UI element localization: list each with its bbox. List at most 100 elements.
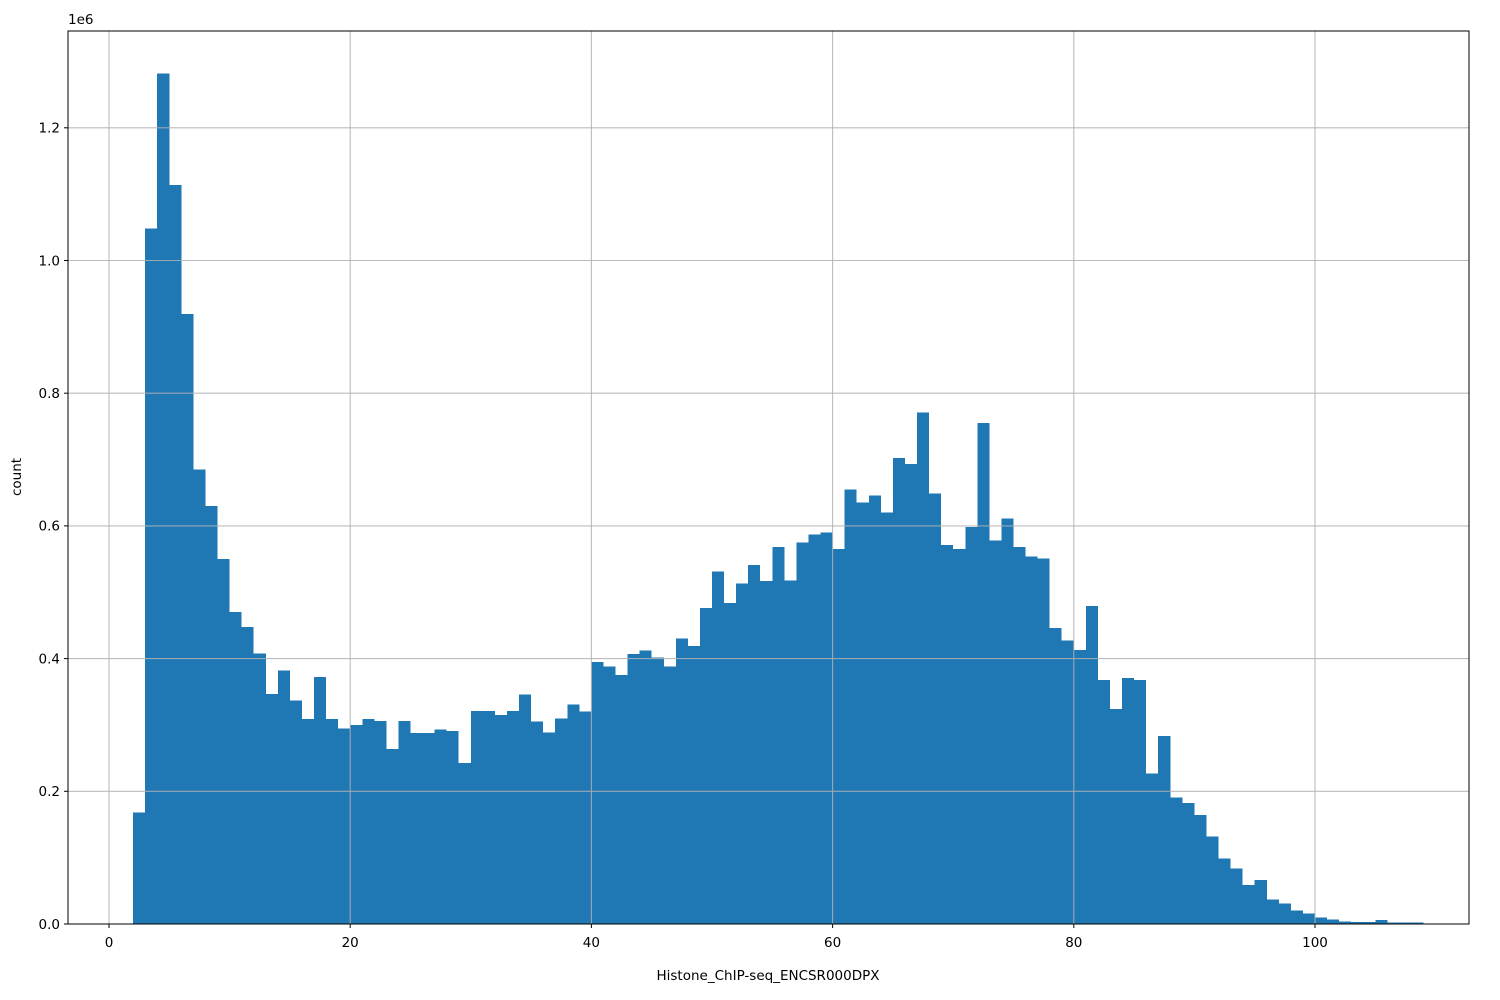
y-tick-label: 0.2 (39, 784, 60, 800)
histogram-bar (1037, 558, 1050, 924)
histogram-bars (133, 73, 1424, 925)
histogram-bar (1375, 920, 1388, 924)
histogram-bar (374, 720, 387, 924)
histogram-bar (1097, 679, 1110, 924)
histogram-bar (1194, 815, 1207, 924)
histogram-bar (1266, 899, 1279, 924)
histogram-bar (953, 549, 966, 924)
histogram-bar (760, 580, 773, 924)
histogram-bar (241, 626, 254, 924)
histogram-bar (1049, 628, 1062, 924)
histogram-bar (627, 653, 640, 924)
histogram-bar (1302, 913, 1315, 924)
histogram-bar (844, 489, 857, 924)
histogram-bar (699, 608, 712, 924)
axis-ticks (64, 127, 1316, 928)
histogram-bar (434, 729, 447, 924)
histogram-bar (555, 718, 568, 924)
histogram-bar (277, 670, 290, 924)
histogram-bar (1230, 868, 1243, 924)
histogram-bar (338, 728, 351, 924)
histogram-bar (772, 547, 785, 924)
histogram-bar (1387, 922, 1400, 924)
histogram-bar (1351, 922, 1364, 924)
histogram-bar (1411, 922, 1424, 924)
histogram-bar (1206, 836, 1219, 924)
histogram-bar (446, 730, 459, 924)
histogram-bar (1399, 922, 1412, 924)
histogram-bar (1363, 922, 1376, 924)
histogram-bar (289, 700, 302, 924)
histogram-bar (736, 583, 749, 924)
histogram-bar (1109, 709, 1123, 924)
y-tick-label: 0.8 (39, 386, 60, 402)
histogram-bar (1278, 903, 1291, 924)
histogram-bar (1061, 640, 1074, 924)
histogram-bar (639, 650, 652, 924)
histogram-bar (362, 718, 375, 924)
y-tick-labels: 0.0 0.2 0.4 0.6 0.8 1.0 1.2 (39, 121, 60, 933)
histogram-bar (724, 602, 737, 924)
plot-spines (67, 30, 1470, 925)
histogram-bar (579, 711, 592, 924)
histogram-bar (145, 228, 158, 924)
x-tick-label: 80 (1065, 935, 1082, 951)
histogram-bar (977, 423, 990, 924)
y-tick-label: 1.0 (39, 253, 60, 269)
histogram-bar (567, 704, 580, 924)
histogram-bar (506, 711, 520, 924)
histogram-bar (350, 724, 363, 924)
histogram-bar (892, 458, 905, 924)
y-axis-label: count (9, 458, 25, 496)
histogram-bar (1013, 547, 1026, 924)
histogram-bar (929, 493, 942, 924)
histogram-bar (193, 469, 206, 924)
histogram-bar (965, 527, 978, 924)
histogram-bar (386, 748, 399, 924)
x-tick-label: 100 (1302, 935, 1328, 951)
histogram-bar (1218, 858, 1231, 924)
y-tick-label: 0.4 (39, 651, 60, 667)
histogram-bar (519, 694, 532, 924)
histogram-bar (591, 661, 604, 924)
histogram-bar (205, 506, 218, 924)
plot-border (67, 30, 1470, 925)
histogram-bar (904, 464, 918, 924)
histogram-bar (422, 732, 435, 924)
x-tick-label: 0 (105, 935, 114, 951)
histogram-bar (615, 675, 628, 924)
x-tick-label: 40 (583, 935, 600, 951)
histogram-bar (868, 495, 881, 924)
histogram-bar (784, 580, 797, 924)
histogram-bar (1242, 884, 1255, 924)
histogram-bar (712, 571, 725, 924)
histogram-bar (856, 502, 869, 924)
histogram-bar (880, 512, 893, 924)
histogram-bar (398, 720, 411, 924)
histogram-bar (301, 718, 315, 924)
histogram-bar (1001, 518, 1014, 924)
histogram-bar (157, 73, 170, 924)
histogram-bar (543, 732, 556, 924)
histogram-bar (820, 532, 833, 924)
histogram-bar (808, 534, 821, 924)
histogram-bar (1254, 880, 1267, 924)
histogram-bar (229, 612, 242, 924)
histogram-bar (1290, 910, 1303, 924)
y-tick-label: 0.6 (39, 519, 60, 535)
histogram-bar (1182, 803, 1195, 924)
histogram-bar (917, 412, 930, 924)
histogram-bar (687, 645, 700, 924)
histogram-bar (265, 693, 278, 924)
histogram-bar (1025, 556, 1038, 924)
histogram-bar (832, 549, 845, 924)
y-tick-label: 0.0 (39, 917, 60, 933)
histogram-bar (1339, 921, 1352, 924)
histogram-bar (470, 711, 483, 924)
histogram-bar (458, 762, 471, 924)
histogram-bar (314, 677, 327, 924)
histogram-bar (217, 559, 230, 924)
histogram-bar (1146, 773, 1159, 924)
histogram-bar (169, 184, 182, 925)
